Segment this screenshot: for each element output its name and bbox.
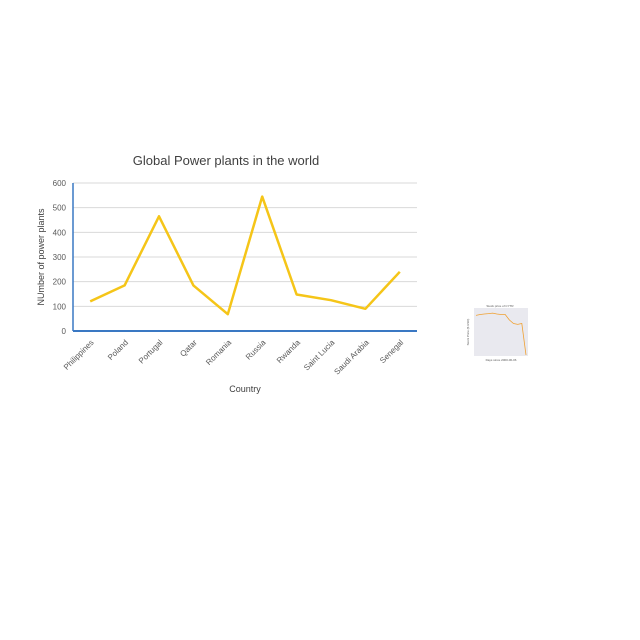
x-tick-label: Qatar (178, 338, 199, 359)
thumbnail-series-line (475, 312, 527, 356)
x-tick-label: Poland (106, 338, 130, 362)
thumbnail-x-axis-label: Days since 2000-06-06 (486, 358, 517, 362)
series-line (89, 195, 401, 316)
y-tick-label: 600 (53, 179, 67, 188)
chart-title: Global Power plants in the world (133, 153, 319, 168)
y-tick-label: 500 (53, 204, 67, 213)
thumbnail-title: Stock price of CYTR (486, 304, 514, 308)
x-tick-labels: Philippines Poland Portugal Qatar Romania Rus… (62, 338, 405, 377)
thumbnail-plot-area (474, 308, 528, 356)
x-tick-label: Romania (204, 338, 233, 367)
x-tick-label: Senegal (378, 338, 405, 365)
y-tick-labels: 0 100 200 300 400 500 600 (53, 179, 67, 336)
grid-lines (73, 182, 417, 307)
stock-price-thumbnail: Stock price of CYTR Days since 2000-06-0… (466, 303, 530, 363)
x-tick-label: Saint Lucia (302, 338, 337, 373)
x-axis-label: Country (229, 384, 261, 394)
y-tick-label: 300 (53, 253, 67, 262)
y-tick-label: 400 (53, 228, 67, 237)
x-tick-label: Philippines (62, 338, 96, 372)
y-tick-label: 100 (53, 302, 67, 311)
thumbnail-y-axis-label: Stock Price ($ USD) (466, 319, 470, 346)
y-tick-label: 0 (62, 327, 67, 336)
x-tick-label: Saudi Arabia (332, 338, 371, 377)
y-axis-label: NUmber of power plants (36, 208, 46, 306)
y-tick-label: 200 (53, 278, 67, 287)
x-tick-label: Portugal (137, 338, 165, 366)
x-tick-label: Rwanda (275, 338, 303, 366)
x-tick-label: Russia (244, 338, 268, 362)
